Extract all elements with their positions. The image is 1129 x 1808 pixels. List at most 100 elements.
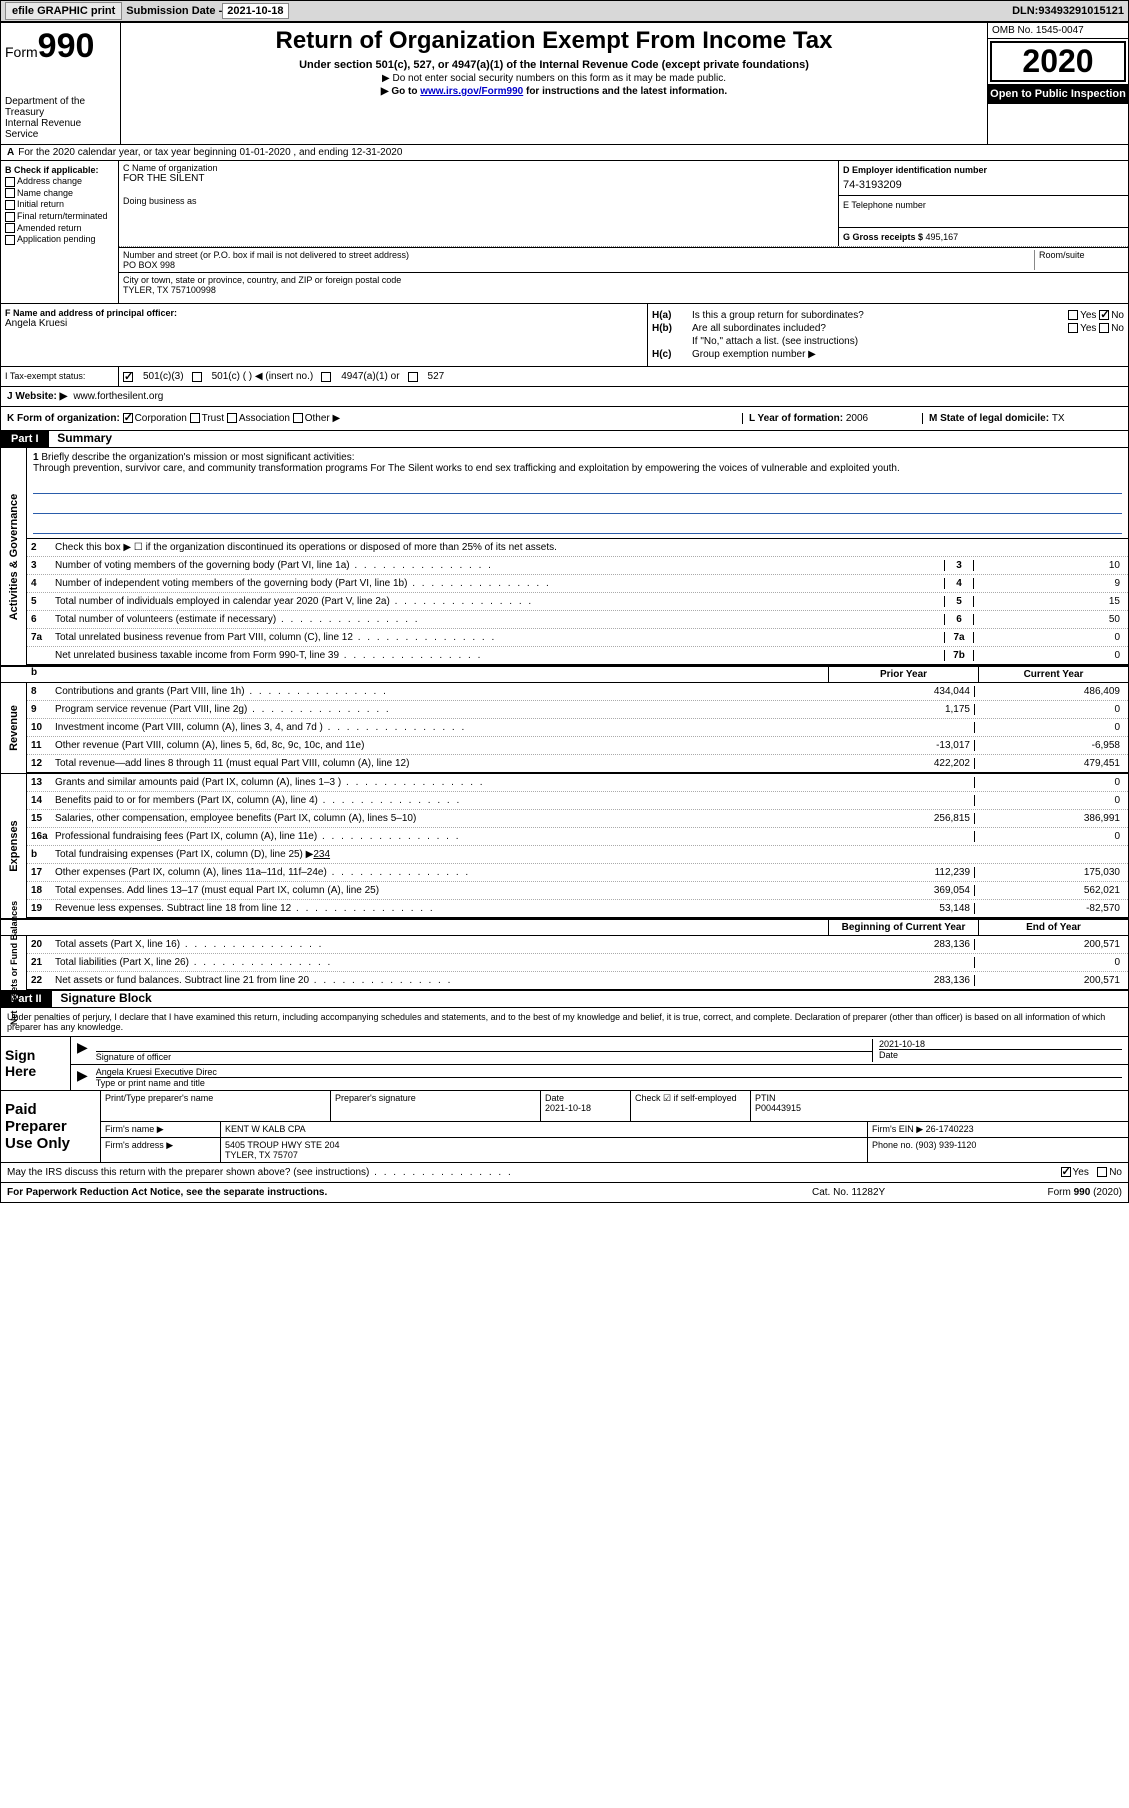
form-subtitle-2: ▶ Do not enter social security numbers o… bbox=[125, 73, 983, 84]
chk-name-change[interactable] bbox=[5, 188, 15, 198]
line21-desc: Total liabilities (Part X, line 26) bbox=[55, 957, 824, 968]
website-value: www.forthesilent.org bbox=[73, 391, 163, 402]
chk-app-pending[interactable] bbox=[5, 235, 15, 245]
firm-name-value: KENT W KALB CPA bbox=[221, 1122, 868, 1137]
chk-initial-return[interactable] bbox=[5, 200, 15, 210]
chk-ha-no[interactable] bbox=[1099, 310, 1109, 320]
signature-declaration: Under penalties of perjury, I declare th… bbox=[1, 1008, 1128, 1037]
irs-link[interactable]: www.irs.gov/Form990 bbox=[420, 86, 523, 97]
line11-prior: -13,017 bbox=[824, 740, 974, 751]
line13-desc: Grants and similar amounts paid (Part IX… bbox=[55, 777, 824, 788]
lbl-assoc: Association bbox=[239, 413, 290, 424]
line9-prior: 1,175 bbox=[824, 704, 974, 715]
omb-number: OMB No. 1545-0047 bbox=[988, 23, 1128, 39]
line3-desc: Number of voting members of the governin… bbox=[55, 560, 944, 571]
side-expenses: Expenses bbox=[8, 820, 20, 871]
line15-desc: Salaries, other compensation, employee b… bbox=[55, 813, 824, 824]
officer-name: Angela Kruesi bbox=[5, 318, 643, 329]
line7b-desc: Net unrelated business taxable income fr… bbox=[55, 650, 944, 661]
begin-year-header: Beginning of Current Year bbox=[828, 920, 978, 935]
line22-current: 200,571 bbox=[974, 975, 1124, 986]
chk-501c[interactable] bbox=[192, 372, 202, 382]
line20-prior: 283,136 bbox=[824, 939, 974, 950]
arrow-icon-2: ▶ bbox=[77, 1067, 88, 1088]
lbl-amended: Amended return bbox=[17, 223, 82, 233]
sign-here-label: Sign Here bbox=[1, 1037, 71, 1090]
line3-val: 10 bbox=[974, 560, 1124, 571]
ha-text: Is this a group return for subordinates? bbox=[692, 310, 1068, 321]
line8-current: 486,409 bbox=[974, 686, 1124, 697]
line6-desc: Total number of volunteers (estimate if … bbox=[55, 614, 944, 625]
hb-note: If "No," attach a list. (see instruction… bbox=[692, 336, 1124, 347]
goto-pre: ▶ Go to bbox=[381, 86, 420, 97]
chk-4947[interactable] bbox=[321, 372, 331, 382]
chk-amended[interactable] bbox=[5, 223, 15, 233]
firm-phone-label: Phone no. bbox=[872, 1140, 916, 1150]
chk-final-return[interactable] bbox=[5, 212, 15, 222]
line6-val: 50 bbox=[974, 614, 1124, 625]
top-bar: efile GRAPHIC print Submission Date - 20… bbox=[0, 0, 1129, 22]
side-activities: Activities & Governance bbox=[8, 493, 20, 620]
lbl-app-pending: Application pending bbox=[17, 234, 96, 244]
chk-ha-yes[interactable] bbox=[1068, 310, 1078, 320]
gross-receipts-value: 495,167 bbox=[926, 232, 959, 242]
chk-501c3[interactable] bbox=[123, 372, 133, 382]
col-b-checkboxes: B Check if applicable: Address change Na… bbox=[1, 161, 119, 303]
chk-hb-yes[interactable] bbox=[1068, 323, 1078, 333]
form-number-block: Form990 Department of the Treasury Inter… bbox=[1, 23, 121, 144]
ha-label: H(a) bbox=[652, 310, 692, 321]
dept-treasury: Department of the Treasury Internal Reve… bbox=[5, 96, 116, 140]
city-label: City or town, state or province, country… bbox=[123, 275, 1124, 285]
line9-desc: Program service revenue (Part VIII, line… bbox=[55, 704, 824, 715]
chk-discuss-no[interactable] bbox=[1097, 1167, 1107, 1177]
line7a-desc: Total unrelated business revenue from Pa… bbox=[55, 632, 944, 643]
open-to-public: Open to Public Inspection bbox=[988, 84, 1128, 104]
lbl-4947: 4947(a)(1) or bbox=[341, 371, 399, 382]
form-subtitle-1: Under section 501(c), 527, or 4947(a)(1)… bbox=[125, 59, 983, 71]
lbl-corp: Corporation bbox=[135, 413, 187, 424]
col-b-label: B Check if applicable: bbox=[5, 165, 99, 175]
line7a-val: 0 bbox=[974, 632, 1124, 643]
pra-notice: For Paperwork Reduction Act Notice, see … bbox=[7, 1187, 327, 1198]
form-page: Form990 Department of the Treasury Inter… bbox=[0, 22, 1129, 1203]
sig-name-label: Type or print name and title bbox=[96, 1077, 1122, 1088]
line22-prior: 283,136 bbox=[824, 975, 974, 986]
line15-prior: 256,815 bbox=[824, 813, 974, 824]
ein-value: 74-3193209 bbox=[843, 179, 1124, 191]
lbl-final: Final return/terminated bbox=[17, 211, 108, 221]
firm-addr-value: 5405 TROUP HWY STE 204 bbox=[225, 1140, 863, 1150]
dln-value: 93493291015121 bbox=[1038, 5, 1124, 17]
part1-header: Part I bbox=[1, 431, 49, 447]
line17-desc: Other expenses (Part IX, column (A), lin… bbox=[55, 867, 824, 878]
street-value: PO BOX 998 bbox=[123, 260, 1034, 270]
efile-print-button[interactable]: efile GRAPHIC print bbox=[5, 2, 122, 20]
line19-prior: 53,148 bbox=[824, 903, 974, 914]
chk-trust[interactable] bbox=[190, 413, 200, 423]
line11-current: -6,958 bbox=[974, 740, 1124, 751]
chk-hb-no[interactable] bbox=[1099, 323, 1109, 333]
line20-desc: Total assets (Part X, line 16) bbox=[55, 939, 824, 950]
side-netassets: Net Assets or Fund Balances bbox=[9, 901, 19, 1025]
prep-sig-label: Preparer's signature bbox=[335, 1093, 536, 1103]
line4-desc: Number of independent voting members of … bbox=[55, 578, 944, 589]
line8-prior: 434,044 bbox=[824, 686, 974, 697]
sig-date-label: Date bbox=[879, 1049, 1122, 1060]
cat-number: Cat. No. 11282Y bbox=[812, 1187, 962, 1198]
chk-address-change[interactable] bbox=[5, 177, 15, 187]
chk-assoc[interactable] bbox=[227, 413, 237, 423]
website-label: J Website: ▶ bbox=[7, 391, 67, 402]
firm-addr-label: Firm's address ▶ bbox=[101, 1138, 221, 1162]
line18-current: 562,021 bbox=[974, 885, 1124, 896]
lbl-initial: Initial return bbox=[17, 199, 64, 209]
chk-527[interactable] bbox=[408, 372, 418, 382]
line7b-val: 0 bbox=[974, 650, 1124, 661]
chk-discuss-yes[interactable] bbox=[1061, 1167, 1071, 1177]
current-year-header: Current Year bbox=[978, 667, 1128, 682]
part1-title: Summary bbox=[57, 431, 112, 445]
line20-current: 200,571 bbox=[974, 939, 1124, 950]
line16b-desc: Total fundraising expenses (Part IX, col… bbox=[55, 849, 313, 860]
line4-val: 9 bbox=[974, 578, 1124, 589]
chk-other[interactable] bbox=[293, 413, 303, 423]
line10-current: 0 bbox=[974, 722, 1124, 733]
chk-corp[interactable] bbox=[123, 413, 133, 423]
